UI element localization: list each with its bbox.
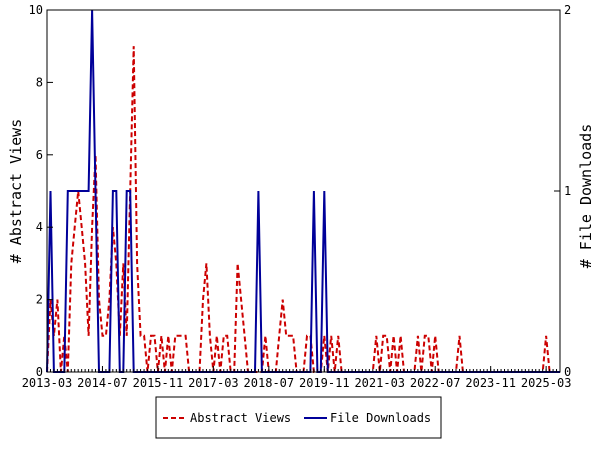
y-left-tick-label: 10 (29, 3, 43, 17)
x-tick-label: 2017-03 (188, 376, 239, 390)
x-tick-label: 2019-11 (299, 376, 350, 390)
x-axis: 2013-03 2014-07 2015-11 2017-03 2018-07 2019-… (22, 366, 572, 390)
series-layer (46, 9, 560, 373)
x-tick-label: 2022-07 (410, 376, 461, 390)
x-tick-label: 2018-07 (244, 376, 295, 390)
legend: Abstract Views File Downloads (155, 396, 442, 439)
y-left-tick-label: 4 (36, 220, 43, 234)
legend-label-file-downloads: File Downloads (330, 411, 431, 425)
x-tick-label: 2015-11 (133, 376, 184, 390)
y-left-tick-label: 8 (36, 75, 43, 89)
x-tick-label: 2014-07 (77, 376, 128, 390)
y-axis-left: 0 2 4 6 8 10 (29, 3, 53, 379)
y-left-tick-label: 2 (36, 293, 43, 307)
y-right-axis-title: # File Downloads (577, 124, 595, 269)
y-right-tick-label: 1 (564, 184, 571, 198)
x-tick-label: 2023-11 (465, 376, 516, 390)
y-left-axis-title: # Abstract Views (7, 119, 25, 264)
y-right-tick-label: 0 (564, 365, 571, 379)
y-left-tick-label: 6 (36, 148, 43, 162)
x-tick-label: 2013-03 (22, 376, 73, 390)
y-axis-right: 0 1 2 (554, 3, 571, 379)
x-tick-label: 2021-03 (354, 376, 405, 390)
y-left-tick-label: 0 (36, 365, 43, 379)
legend-label-abstract-views: Abstract Views (190, 411, 291, 425)
series-line-file-downloads (46, 9, 560, 373)
x-tick-label: 2025-03 (521, 376, 572, 390)
legend-box (155, 396, 442, 439)
y-right-tick-label: 2 (564, 3, 571, 17)
